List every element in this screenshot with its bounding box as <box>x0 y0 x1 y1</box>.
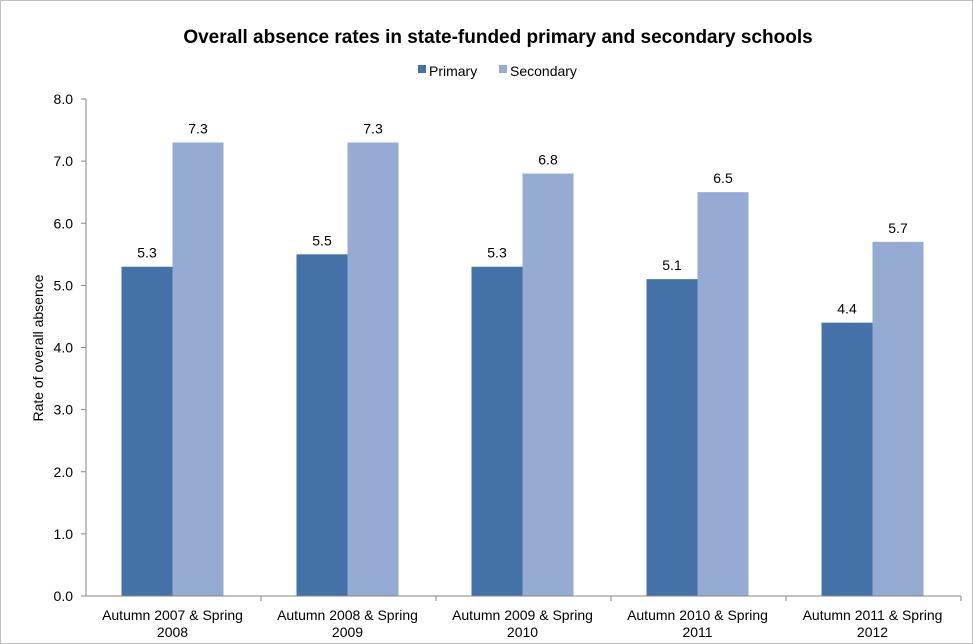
x-category-label-line: Autumn 2008 & Spring <box>277 607 418 623</box>
y-tick-label: 7.0 <box>54 153 74 169</box>
data-label-secondary-4: 5.7 <box>888 220 908 236</box>
x-category-label-line: 2009 <box>332 624 363 640</box>
x-category-label-1: Autumn 2008 & Spring 2009 <box>277 607 418 640</box>
legend-swatch-primary <box>418 65 426 73</box>
data-label-secondary-1: 7.3 <box>363 120 383 136</box>
bar-secondary-4 <box>872 241 924 596</box>
x-category-label-line: 2012 <box>857 624 888 640</box>
y-tick-label: 4.0 <box>54 340 74 356</box>
x-category-label-2: Autumn 2009 & Spring 2010 <box>452 607 593 640</box>
legend-label-primary: Primary <box>429 63 477 79</box>
bar-primary-0 <box>121 266 173 596</box>
x-category-label-line: 2011 <box>682 624 712 640</box>
y-tick-label: 2.0 <box>54 464 74 480</box>
data-label-secondary-3: 6.5 <box>713 170 733 186</box>
bar-primary-3 <box>646 279 698 596</box>
data-label-primary-0: 5.3 <box>137 245 157 261</box>
y-tick-label: 8.0 <box>54 91 74 107</box>
x-category-label-line: Autumn 2010 & Spring <box>627 607 768 623</box>
x-category-label-0: Autumn 2007 & Spring 2008 <box>102 607 243 640</box>
chart-title: Overall absence rates in state-funded pr… <box>183 27 812 48</box>
y-tick-label: 5.0 <box>54 277 74 293</box>
x-axis: Autumn 2007 & Spring 2008 Autumn 2008 & Sp… <box>86 595 962 640</box>
y-tick-label: 0.0 <box>54 588 74 604</box>
data-label-secondary-2: 6.8 <box>538 152 558 168</box>
bar-primary-4 <box>821 322 873 596</box>
data-label-primary-4: 4.4 <box>837 301 857 317</box>
data-label-primary-2: 5.3 <box>487 245 507 261</box>
legend-label-secondary: Secondary <box>510 63 577 79</box>
data-label-primary-3: 5.1 <box>662 257 682 273</box>
bar-primary-2 <box>471 266 523 596</box>
x-category-label-line: Autumn 2009 & Spring <box>452 607 593 623</box>
y-tick-label: 3.0 <box>54 402 74 418</box>
bars: 5.3 7.3 5.5 7.3 5.3 6.8 5.1 6.5 4.4 5.7 <box>121 120 924 597</box>
x-category-label-4: Autumn 2011 & Spring 2012 <box>803 607 943 640</box>
legend-swatch-secondary <box>499 65 507 73</box>
y-tick-label: 1.0 <box>54 526 74 542</box>
bar-secondary-3 <box>697 192 749 596</box>
x-category-label-line: 2008 <box>157 624 188 640</box>
x-category-label-line: Autumn 2007 & Spring <box>102 607 243 623</box>
x-category-label-3: Autumn 2010 & Spring 2011 <box>627 607 768 640</box>
x-category-label-line: 2010 <box>507 624 538 640</box>
legend: Primary Secondary <box>418 63 577 79</box>
bar-secondary-0 <box>172 142 224 597</box>
bar-secondary-2 <box>522 173 574 597</box>
y-axis: 0.0 1.0 2.0 3.0 4.0 5.0 6.0 7.0 8.0 <box>54 91 87 604</box>
data-label-secondary-0: 7.3 <box>188 120 208 136</box>
y-tick-label: 6.0 <box>54 215 74 231</box>
bar-primary-1 <box>296 254 348 596</box>
bar-secondary-1 <box>347 142 399 597</box>
data-label-primary-1: 5.5 <box>312 232 332 248</box>
x-category-label-line: Autumn 2011 & Spring <box>803 607 943 623</box>
y-axis-title: Rate of overall absence <box>30 274 46 421</box>
